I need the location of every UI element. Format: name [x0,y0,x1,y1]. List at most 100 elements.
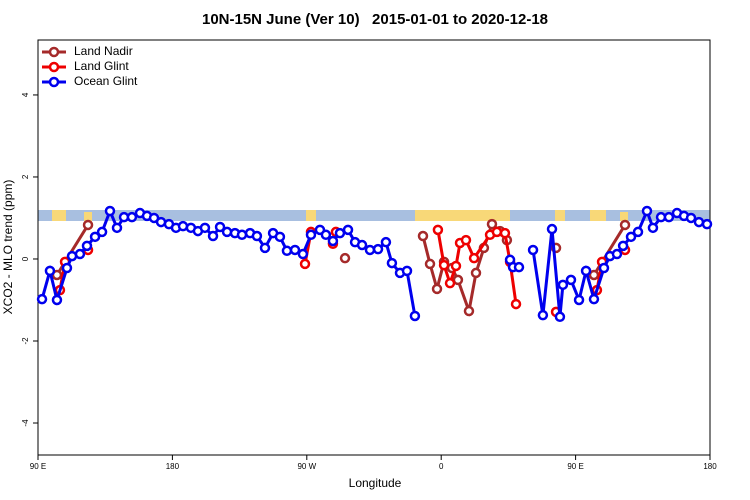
x-tick-label: 0 [439,462,444,471]
point [611,248,623,260]
point [625,231,637,243]
chart-title: 10N-15N June (Ver 10) 2015-01-01 to 2020… [202,11,548,28]
point [342,224,354,236]
point [424,258,436,270]
point [573,294,585,306]
point [44,265,56,277]
legend-marker [48,76,60,88]
point [554,311,566,323]
point [81,240,93,252]
x-tick-label: 180 [703,462,717,471]
point [259,242,271,254]
point [460,234,472,246]
point [663,211,675,223]
point [468,252,480,264]
x-tick-label: 90 E [567,462,583,471]
legend-label: Ocean Glint [74,74,138,88]
point [111,222,123,234]
point [74,248,86,260]
series [36,205,713,323]
point [431,283,443,295]
ocean-band [38,210,710,221]
point [207,230,219,242]
land-band [620,212,628,221]
map-strip [38,210,710,221]
point [126,211,138,223]
point [537,309,549,321]
point [305,229,317,241]
point [444,277,456,289]
point [632,226,644,238]
point [510,298,522,310]
land-band [306,210,316,221]
point [82,219,94,231]
point [386,257,398,269]
point [432,224,444,236]
point [470,267,482,279]
x-tick-label: 180 [166,462,180,471]
point [486,218,498,230]
y-tick-label: 4 [21,92,30,97]
point [598,262,610,274]
point [438,259,450,271]
point [199,222,211,234]
point [565,274,577,286]
x-axis-label: Longitude [349,476,402,490]
point [339,252,351,264]
land-band [555,210,565,221]
point [641,205,653,217]
legend-marker [48,46,60,58]
point [588,269,600,281]
point [281,245,293,257]
point [417,230,429,242]
point [499,227,511,239]
point [104,205,116,217]
y-tick-label: 2 [21,174,30,179]
land-band [52,210,66,221]
x-tick-label: 90 E [30,462,46,471]
point [334,227,346,239]
point [372,243,384,255]
point [364,244,376,256]
land-band [84,212,92,221]
point [327,235,339,247]
point [236,229,248,241]
point [527,244,539,256]
y-tick-label: -2 [21,337,30,345]
y-tick-label: 0 [21,256,30,261]
point [409,310,421,322]
point [588,293,600,305]
point [685,212,697,224]
point [701,218,713,230]
point [401,265,413,277]
point [491,226,503,238]
y-axis-label: XCO2 - MLO trend (ppm) [1,180,15,315]
point [274,231,286,243]
point [617,240,629,252]
point [221,226,233,238]
legend-marker [48,61,60,73]
legend-label: Land Nadir [74,44,133,58]
point [450,260,462,272]
point [96,226,108,238]
point [299,258,311,270]
land-band [590,210,606,221]
land-band [415,210,510,221]
y-tick-label: -4 [21,419,30,427]
point [557,279,569,291]
point [61,262,73,274]
point [580,265,592,277]
point [297,248,309,260]
plot-frame [37,39,711,456]
point [36,293,48,305]
point [546,223,558,235]
point [51,294,63,306]
point [647,222,659,234]
point [89,231,101,243]
point [513,261,525,273]
point [214,221,226,233]
point [380,236,392,248]
point [619,219,631,231]
point [251,230,263,242]
